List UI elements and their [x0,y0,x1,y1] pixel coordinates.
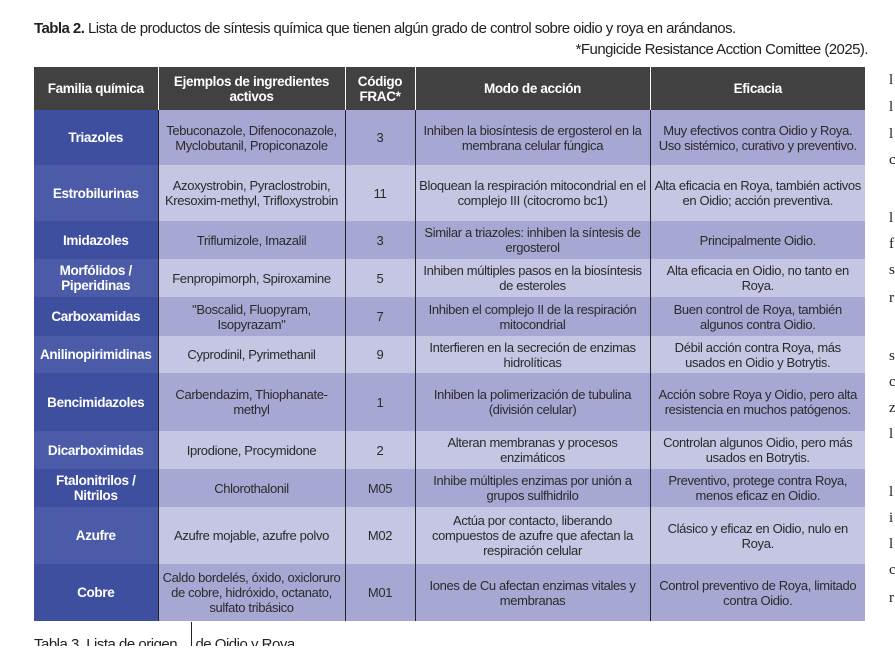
cell-frac: 11 [344,165,415,221]
table-caption: Tabla 2. Lista de productos de síntesis … [34,20,736,37]
table-row: Estrobilurinas Azoxystrobin, Pyraclostrob… [34,165,865,221]
table-row: Morfólidos / Piperidinas Fenpropimorph, S… [34,259,865,297]
cell-eficacia: Principalmente Oidio. [649,221,865,259]
clipped-letter: l [889,484,894,500]
cell-frac: 3 [344,110,415,165]
cell-frac: 2 [344,431,415,469]
clipped-letter: l [889,536,894,552]
clipped-letter: l [889,126,894,142]
cell-modo: Iones de Cu afectan enzimas vitales y me… [414,564,650,621]
cell-eficacia: Preventivo, protege contra Roya, menos e… [649,469,865,507]
cell-eficacia: Acción sobre Roya y Oidio, pero alta res… [649,373,865,431]
header-frac: Código FRAC* [344,67,415,110]
cell-ingredientes: Azoxystrobin, Pyraclostrobin, Kresoxim-m… [157,165,345,221]
cell-ingredientes: Fenpropimorph, Spiroxamine [157,259,345,297]
cell-eficacia: Alta eficacia en Roya, también activos e… [649,165,865,221]
cell-modo: Alteran membranas y procesos enzimáticos [414,431,650,469]
cell-familia: Cobre [34,564,158,621]
clipped-letter: i [889,510,894,526]
clipped-letter: c [889,152,895,168]
cell-familia: Imidazoles [34,221,158,259]
divider-line [191,622,192,646]
table-row: Dicarboximidas Iprodione, Procymidone 2 Alt… [34,431,865,469]
table-row: Carboxamidas "Boscalid, Fluopyram, Isopyr… [34,297,865,336]
cell-ingredientes: Triflumizole, Imazalil [157,221,345,259]
cell-frac: M02 [344,507,415,564]
cell-eficacia: Alta eficacia en Oidio, no tanto en Roya… [649,259,865,297]
cell-ingredientes: Chlorothalonil [157,469,345,507]
clipped-letter: l [889,426,894,442]
clipped-letter: s [889,348,895,364]
cell-familia: Triazoles [34,110,158,165]
cell-frac: 9 [344,336,415,373]
table-row: Cobre Caldo bordelés, óxido, oxicloruro d… [34,564,865,621]
cell-modo: Similar a triazoles: inhiben la síntesis… [414,221,650,259]
clipped-letter: c [889,374,895,390]
table-header-row: Familia química Ejemplos de ingredientes… [34,67,865,110]
cell-frac: M01 [344,564,415,621]
cell-familia: Azufre [34,507,158,564]
clipped-letter: l [889,210,894,226]
cell-eficacia: Buen control de Roya, también algunos co… [649,297,865,336]
clipped-letter: f [889,236,894,252]
cell-eficacia: Muy efectivos contra Oidio y Roya. Uso s… [649,110,865,165]
cell-familia: Anilinopirimidinas [34,336,158,373]
cell-ingredientes: Azufre mojable, azufre polvo [157,507,345,564]
cell-modo: Bloquean la respiración mitocondrial en … [414,165,650,221]
clipped-letter: c [889,562,895,578]
cell-frac: 3 [344,221,415,259]
caption-text: Lista de productos de síntesis química q… [84,20,736,37]
header-eficacia: Eficacia [649,67,865,110]
cell-frac: 7 [344,297,415,336]
cell-familia: Estrobilurinas [34,165,158,221]
cell-ingredientes: Carbendazim, Thiophanate-methyl [157,373,345,431]
cell-eficacia: Controlan algunos Oidio, pero más usados… [649,431,865,469]
cell-ingredientes: Tebuconazole, Difenoconazole, Myclobutan… [157,110,345,165]
table-row: Azufre Azufre mojable, azufre polvo M02 Act… [34,507,865,564]
table-row: Anilinopirimidinas Cyprodinil, Pyrimethan… [34,336,865,373]
cell-modo: Inhibe múltiples enzimas por unión a gru… [414,469,650,507]
next-table-caption-clipped: Tabla 3. Lista de origen ... de Oidio y … [34,636,295,653]
clipped-letter: l [889,72,894,88]
cell-frac: M05 [344,469,415,507]
table-row: Triazoles Tebuconazole, Difenoconazole, M… [34,110,865,165]
caption-label: Tabla 2. [34,20,85,37]
header-ingredientes: Ejemplos de ingredientes activos [157,67,345,110]
cell-modo: Inhiben múltiples pasos en la biosíntesi… [414,259,650,297]
cell-frac: 5 [344,259,415,297]
clipped-letter: r [889,590,894,606]
cell-frac: 1 [344,373,415,431]
cell-ingredientes: Iprodione, Procymidone [157,431,345,469]
table-row: Ftalonitrilos / Nitrilos Chlorothalonil M0… [34,469,865,507]
cell-familia: Dicarboximidas [34,431,158,469]
cell-eficacia: Control preventivo de Roya, limitado con… [649,564,865,621]
cell-modo: Inhiben el complejo II de la respiración… [414,297,650,336]
clipped-letter: l [889,99,894,115]
fungicide-table: Familia química Ejemplos de ingredientes… [34,67,865,621]
clipped-letter: r [889,290,894,306]
cell-familia: Carboxamidas [34,297,158,336]
header-familia: Familia química [34,67,158,110]
cell-familia: Bencimidazoles [34,373,158,431]
table-row: Imidazoles Triflumizole, Imazalil 3 Similar… [34,221,865,259]
clipped-letter: z [889,400,895,416]
cell-ingredientes: Caldo bordelés, óxido, oxicloruro de cob… [157,564,345,621]
cell-ingredientes: Cyprodinil, Pyrimethanil [157,336,345,373]
cell-familia: Morfólidos / Piperidinas [34,259,158,297]
cell-modo: Inhiben la biosíntesis de ergosterol en … [414,110,650,165]
table-row: Bencimidazoles Carbendazim, Thiophanate-m… [34,373,865,431]
cell-eficacia: Clásico y eficaz en Oidio, nulo en Roya. [649,507,865,564]
source-note: *Fungicide Resistance Acction Comittee (… [575,41,869,58]
cell-modo: Actúa por contacto, liberando compuestos… [414,507,650,564]
clipped-letter: s [889,262,895,278]
cell-modo: Inhiben la polimerización de tubulina (d… [414,373,650,431]
cell-eficacia: Débil acción contra Roya, más usados en … [649,336,865,373]
header-modo: Modo de acción [414,67,650,110]
cell-modo: Interfieren en la secreción de enzimas h… [414,336,650,373]
cell-familia: Ftalonitrilos / Nitrilos [34,469,158,507]
cell-ingredientes: "Boscalid, Fluopyram, Isopyrazam" [157,297,345,336]
